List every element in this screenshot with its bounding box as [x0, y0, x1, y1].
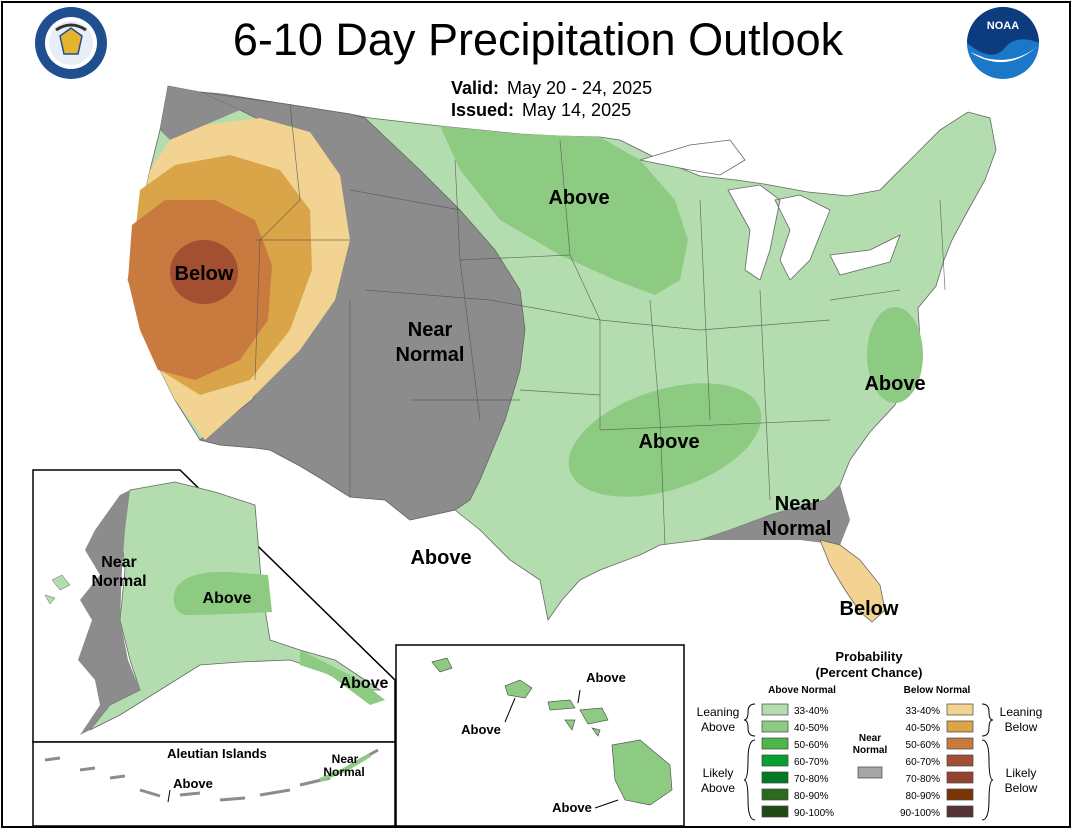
mid-atlantic-above-40-area	[867, 307, 923, 403]
label-east-above: Above	[864, 373, 925, 395]
north-above-40-area	[440, 126, 688, 295]
legend-below-label-1: 40-50%	[906, 723, 941, 734]
se-near-normal-area	[700, 485, 850, 545]
legend-below-header: Below Normal	[904, 685, 971, 696]
label-central-near: Near	[408, 319, 453, 341]
legend-below-label-5: 80-90%	[906, 791, 941, 802]
alaska-above-40-area	[173, 571, 272, 615]
commerce-seal-icon	[35, 7, 107, 79]
alaska-inset: Near Normal Above Above	[32, 469, 396, 743]
legend-above-label-4: 70-80%	[794, 774, 829, 785]
label-alaska-above: Above	[203, 590, 252, 607]
legend-above-label-0: 33-40%	[794, 706, 829, 717]
page-title: 6-10 Day Precipitation Outlook	[232, 14, 844, 65]
legend-below-swatches: 33-40% 40-50% 50-60% 60-70% 70-80% 80-90% 90-1…	[900, 703, 974, 819]
south-central-above-40-area	[568, 383, 762, 497]
label-alaska-se-above: Above	[340, 675, 389, 692]
legend-leaning-below-2: Below	[1005, 720, 1038, 734]
label-florida-below: Below	[840, 598, 899, 620]
state-boundaries	[254, 103, 946, 546]
legend-below-label-0: 33-40%	[906, 706, 941, 717]
legend-below-label-6: 90-100%	[900, 808, 940, 819]
label-se-near: Near	[775, 493, 820, 515]
alaska-near-normal-area	[78, 490, 140, 735]
label-aleutian-near: Near	[332, 752, 359, 766]
label-south-central-above: Above	[638, 431, 699, 453]
aleutian-inset: Aleutian Islands Above Near Normal	[32, 741, 396, 827]
label-se-normal: Normal	[763, 518, 832, 540]
label-alaska-near: Near	[101, 554, 137, 571]
legend-above-label-2: 50-60%	[794, 740, 829, 751]
legend-above-swatch-4	[761, 771, 789, 784]
legend-above-label-6: 90-100%	[794, 808, 834, 819]
legend-title-percent: (Percent Chance)	[816, 665, 923, 680]
legend-below-swatch-3	[946, 754, 974, 767]
hawaii-inset: Above Above Above	[395, 644, 685, 827]
legend-likely-below-1: Likely	[1006, 766, 1037, 780]
label-alaska-normal: Normal	[91, 573, 146, 590]
legend-leaning-above-1: Leaning	[697, 705, 740, 719]
label-hawaii-above-3: Above	[552, 800, 592, 815]
nw-near-normal-area	[160, 86, 240, 140]
legend-near-swatch	[857, 766, 883, 779]
legend-below-swatch-2	[946, 737, 974, 750]
legend-above-swatch-3	[761, 754, 789, 767]
legend-below-swatch-5	[946, 788, 974, 801]
legend-above-label-5: 80-90%	[794, 791, 829, 802]
florida-below-area	[819, 539, 886, 623]
legend: Probability (Percent Chance) Above Norma…	[697, 649, 1043, 821]
legend-title-probability: Probability	[835, 649, 903, 664]
legend-below-label-3: 60-70%	[906, 757, 941, 768]
legend-above-swatch-6	[761, 805, 789, 818]
legend-near-header-2: Normal	[853, 745, 888, 756]
valid-dates: Valid: May 20 - 24, 2025	[451, 78, 652, 99]
legend-likely-above-2: Above	[701, 781, 735, 795]
label-central-normal: Normal	[396, 344, 465, 366]
legend-above-swatch-5	[761, 788, 789, 801]
label-north-above: Above	[548, 187, 609, 209]
label-texas-above: Above	[410, 547, 471, 569]
legend-above-swatches: 33-40% 40-50% 50-60% 60-70% 70-80% 80-90% 90-1…	[761, 703, 834, 819]
legend-likely-above-1: Likely	[703, 766, 734, 780]
legend-near-header-1: Near	[859, 733, 881, 744]
issued-value: May 14, 2025	[522, 100, 632, 120]
legend-above-swatch-1	[761, 720, 789, 733]
legend-below-swatch-6	[946, 805, 974, 818]
label-hawaii-above-1: Above	[586, 670, 626, 685]
legend-below-swatch-0	[946, 703, 974, 716]
legend-below-label-4: 70-80%	[906, 774, 941, 785]
legend-leaning-above-2: Above	[701, 720, 735, 734]
valid-label: Valid:	[451, 78, 500, 98]
legend-likely-below-2: Below	[1005, 781, 1038, 795]
legend-below-swatch-1	[946, 720, 974, 733]
issued-date: Issued: May 14, 2025	[451, 100, 631, 121]
legend-leaning-below-1: Leaning	[1000, 705, 1043, 719]
noaa-logo-icon: NOAA	[967, 7, 1039, 79]
label-west-below: Below	[175, 263, 234, 285]
label-aleutian-normal: Normal	[323, 765, 364, 779]
legend-above-swatch-2	[761, 737, 789, 750]
west-below-60-area	[170, 240, 238, 304]
legend-above-label-3: 60-70%	[794, 757, 829, 768]
legend-above-swatch-0	[761, 703, 789, 716]
label-aleutian-above: Above	[173, 776, 213, 791]
aleutian-title: Aleutian Islands	[167, 746, 267, 761]
legend-below-swatch-4	[946, 771, 974, 784]
legend-above-header: Above Normal	[768, 685, 836, 696]
noaa-text: NOAA	[987, 20, 1019, 32]
great-lakes	[639, 139, 901, 281]
legend-below-label-2: 50-60%	[906, 740, 941, 751]
label-hawaii-above-2: Above	[461, 722, 501, 737]
legend-above-label-1: 40-50%	[794, 723, 829, 734]
issued-label: Issued:	[451, 100, 515, 120]
valid-value: May 20 - 24, 2025	[507, 78, 653, 98]
